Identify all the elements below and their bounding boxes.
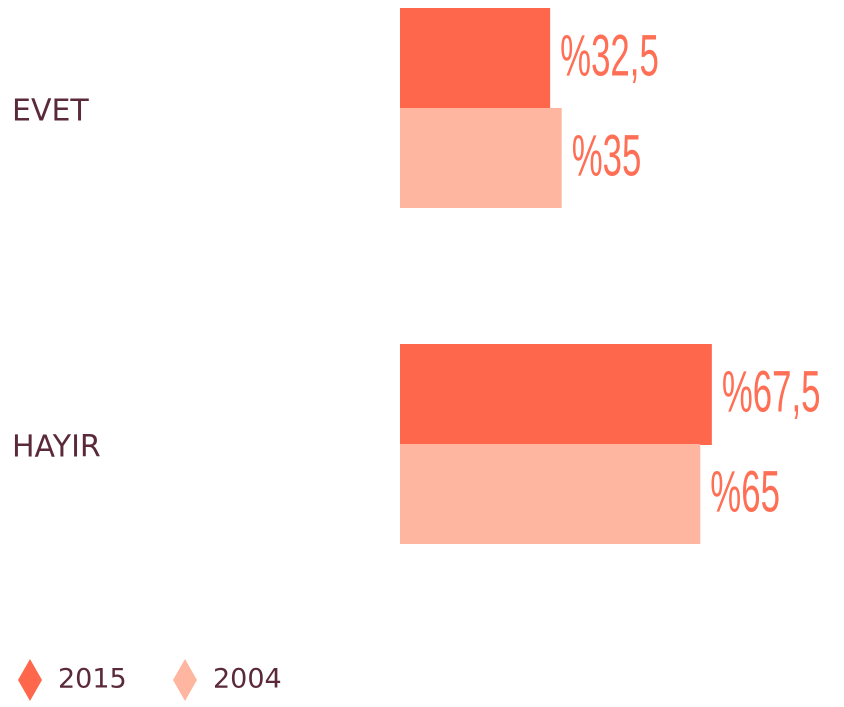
legend-swatch: [18, 659, 42, 701]
value-label: %35: [572, 124, 642, 188]
bar: [400, 444, 701, 544]
legend-swatch: [173, 659, 197, 701]
bar: [400, 8, 551, 109]
legend-label: 2015: [58, 664, 127, 695]
value-label: %32,5: [560, 24, 659, 88]
bar: [400, 344, 712, 445]
value-label: %65: [710, 460, 780, 524]
category-label: EVET: [12, 94, 89, 129]
legend-label: 2004: [213, 664, 282, 695]
value-label: %67,5: [722, 360, 821, 424]
bar: [400, 108, 562, 208]
category-label: HAYIR: [12, 430, 101, 465]
